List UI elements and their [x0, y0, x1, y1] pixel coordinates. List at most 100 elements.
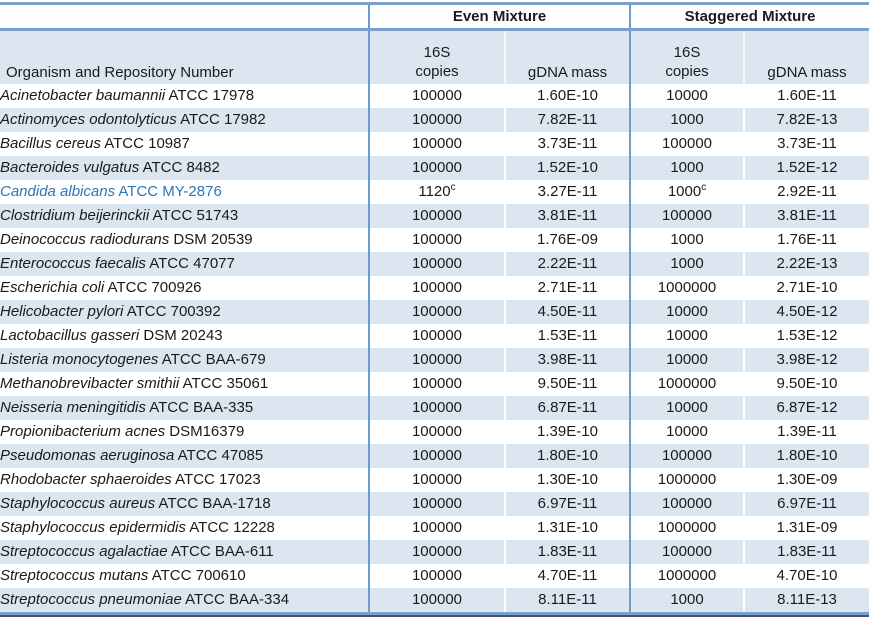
- even-16s-copies-cell: 100000: [368, 419, 505, 444]
- staggered-gdna-mass-cell: 1.60E-11: [743, 83, 869, 108]
- table-row: Pseudomonas aeruginosa ATCC 47085 100000 1…: [0, 443, 869, 468]
- organism-cell: Neisseria meningitidis ATCC BAA-335: [0, 395, 369, 420]
- even-16s-copies-value: 100000: [411, 470, 463, 488]
- staggered-16s-copies-value: 1000: [670, 110, 704, 128]
- organism-cell: Clostridium beijerinckii ATCC 51743: [0, 203, 369, 228]
- even-16s-copies-value: 100000: [411, 206, 463, 224]
- table-row: Propionibacterium acnes DSM16379 100000 1.…: [0, 419, 869, 444]
- staggered-16s-copies-cell: 10000: [629, 347, 744, 372]
- even-16s-copies-value: 100000: [411, 446, 463, 464]
- even-gdna-mass-cell: 1.80E-10: [504, 443, 630, 468]
- staggered-16s-copies-value: 1000000: [657, 566, 717, 584]
- staggered-16s-copies-value: 1000: [670, 254, 704, 272]
- even-16s-copies-value: 100000: [411, 542, 463, 560]
- staggered-gdna-mass-header: gDNA mass: [743, 29, 869, 84]
- even-16s-copies-cell: 100000: [368, 131, 505, 156]
- repository-number: ATCC 700392: [123, 302, 221, 320]
- staggered-16s-copies-cell: 1000: [629, 107, 744, 132]
- even-16s-copies-cell: 100000: [368, 275, 505, 300]
- organism-cell: Streptococcus agalactiae ATCC BAA-611: [0, 539, 369, 564]
- even-16s-copies-value: 100000: [411, 278, 463, 296]
- table-row: Bacillus cereus ATCC 10987 100000 3.73E-11…: [0, 131, 869, 156]
- staggered-16s-copies-value: 1000000: [657, 374, 717, 392]
- organism-name: Pseudomonas aeruginosa: [0, 446, 175, 464]
- staggered-16s-copies-value: 10000: [666, 350, 708, 368]
- even-gdna-mass-cell: 1.31E-10: [504, 515, 630, 540]
- even-16s-copies-value: 100000: [411, 398, 463, 416]
- staggered-gdna-mass-cell: 2.71E-10: [743, 275, 869, 300]
- organism-cell: Bacillus cereus ATCC 10987: [0, 132, 369, 156]
- staggered-16s-copies-cell: 1000000: [629, 371, 744, 396]
- staggered-16s-copies-cell: 100000: [629, 443, 744, 468]
- staggered-16s-copies-value: 10000: [666, 398, 708, 416]
- organism-column-header: Organism and Repository Number: [0, 29, 369, 84]
- even-16s-copies-value: 100000: [411, 422, 463, 440]
- organism-name: Rhodobacter sphaeroides: [0, 470, 172, 488]
- repository-number: ATCC 17982: [176, 110, 266, 128]
- organism-name: Propionibacterium acnes: [0, 422, 166, 440]
- even-gdna-mass-cell: 1.60E-10: [504, 83, 630, 108]
- even-16s-copies-value: 100000: [411, 110, 463, 128]
- organism-name: Staphylococcus aureus: [0, 494, 156, 512]
- even-gdna-mass-cell: 1.53E-11: [504, 323, 630, 348]
- organism-cell: Helicobacter pylori ATCC 700392: [0, 299, 369, 324]
- staggered-16s-copies-cell: 100000: [629, 491, 744, 516]
- table-row: Neisseria meningitidis ATCC BAA-335 10000…: [0, 395, 869, 420]
- even-gdna-mass-cell: 1.83E-11: [504, 539, 630, 564]
- organism-name: Actinomyces odontolyticus: [0, 110, 177, 128]
- even-16s-copies-header: 16S copies: [368, 29, 505, 84]
- organism-cell: Listeria monocytogenes ATCC BAA-679: [0, 347, 369, 372]
- organism-name: Helicobacter pylori: [0, 302, 124, 320]
- even-16s-copies-value: 100000: [411, 590, 463, 608]
- even-16s-copies-cell: 100000: [368, 227, 505, 252]
- corner-cell: [0, 3, 369, 31]
- even-16s-copies-cell: 100000: [368, 203, 505, 228]
- organism-name: Deinococcus radiodurans: [0, 230, 170, 248]
- organism-name: Acinetobacter baumannii: [0, 86, 166, 104]
- header-16s-label: 16S: [673, 43, 701, 61]
- even-16s-copies-cell: 100000: [368, 467, 505, 492]
- even-16s-copies-value: 100000: [411, 494, 463, 512]
- group-header-staggered: Staggered Mixture: [629, 3, 869, 31]
- even-gdna-mass-cell: 6.87E-11: [504, 395, 630, 420]
- staggered-16s-copies-cell: 10000: [629, 419, 744, 444]
- repository-number: ATCC BAA-679: [158, 350, 266, 368]
- staggered-16s-copies-value: 10000: [666, 326, 708, 344]
- even-16s-copies-cell: 100000: [368, 371, 505, 396]
- table-row: Streptococcus mutans ATCC 700610 100000 4.…: [0, 563, 869, 588]
- even-16s-copies-cell: 100000: [368, 323, 505, 348]
- organism-cell: Acinetobacter baumannii ATCC 17978: [0, 84, 369, 108]
- repository-number: ATCC 47077: [145, 254, 235, 272]
- repository-number: ATCC 35061: [179, 374, 269, 392]
- staggered-gdna-mass-cell: 2.22E-13: [743, 251, 869, 276]
- table-row: Escherichia coli ATCC 700926 100000 2.71E-…: [0, 275, 869, 300]
- repository-number: ATCC 12228: [185, 518, 275, 536]
- organism-cell: Pseudomonas aeruginosa ATCC 47085: [0, 443, 369, 468]
- staggered-16s-copies-value: 100000: [661, 494, 713, 512]
- even-gdna-mass-cell: 3.27E-11: [504, 179, 630, 204]
- staggered-16s-copies-cell: 10000: [629, 83, 744, 108]
- even-16s-copies-cell: 100000: [368, 155, 505, 180]
- staggered-16s-copies-value: 1000000: [657, 470, 717, 488]
- repository-number: DSM 20243: [139, 326, 223, 344]
- repository-number: ATCC 700610: [148, 566, 246, 584]
- even-16s-copies-cell: 100000: [368, 491, 505, 516]
- organism-cell: Enterococcus faecalis ATCC 47077: [0, 251, 369, 276]
- organism-name: Clostridium beijerinckii: [0, 206, 150, 224]
- repository-number: ATCC 10987: [100, 134, 190, 152]
- organism-name: Escherichia coli: [0, 278, 105, 296]
- organism-name: Staphylococcus epidermidis: [0, 518, 186, 536]
- header-16s-label: 16S: [423, 43, 451, 61]
- repository-number: ATCC 700926: [104, 278, 202, 296]
- staggered-gdna-mass-cell: 2.92E-11: [743, 179, 869, 204]
- even-16s-copies-value: 100000: [411, 158, 463, 176]
- repository-number: ATCC MY-2876: [115, 182, 222, 200]
- table-row: Bacteroides vulgatus ATCC 8482 100000 1.52…: [0, 155, 869, 180]
- organism-cell: Bacteroides vulgatus ATCC 8482: [0, 155, 369, 180]
- table-row: Streptococcus pneumoniae ATCC BAA-334 100…: [0, 587, 869, 613]
- table-row: Listeria monocytogenes ATCC BAA-679 10000…: [0, 347, 869, 372]
- even-gdna-mass-cell: 1.30E-10: [504, 467, 630, 492]
- organism-name: Bacteroides vulgatus: [0, 158, 140, 176]
- even-16s-copies-cell: 100000: [368, 443, 505, 468]
- organism-name: Lactobacillus gasseri: [0, 326, 140, 344]
